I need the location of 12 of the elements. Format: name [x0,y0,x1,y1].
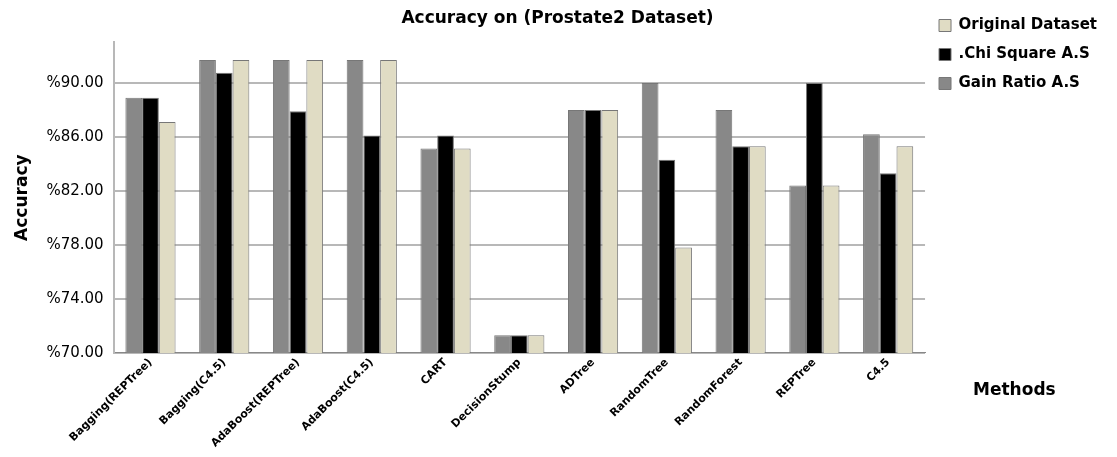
y-tick-label: %70.00 [46,342,104,361]
chart-title: Accuracy on (Prostate2 Dataset) [401,6,714,27]
y-tick-label: %86.00 [46,126,104,145]
y-tick-label: %74.00 [46,288,104,307]
y-tick-label: %90.00 [46,72,104,91]
legend-label: Original Dataset [958,15,1098,34]
y-tick-label: %82.00 [46,180,104,199]
y-tick-label: %78.00 [46,234,104,253]
legend-label: Gain Ratio A.S [958,73,1080,92]
x-axis-title: Methods [973,379,1056,400]
y-axis-title: Accuracy [10,154,31,241]
legend-label: .Chi Square A.S [958,44,1090,63]
